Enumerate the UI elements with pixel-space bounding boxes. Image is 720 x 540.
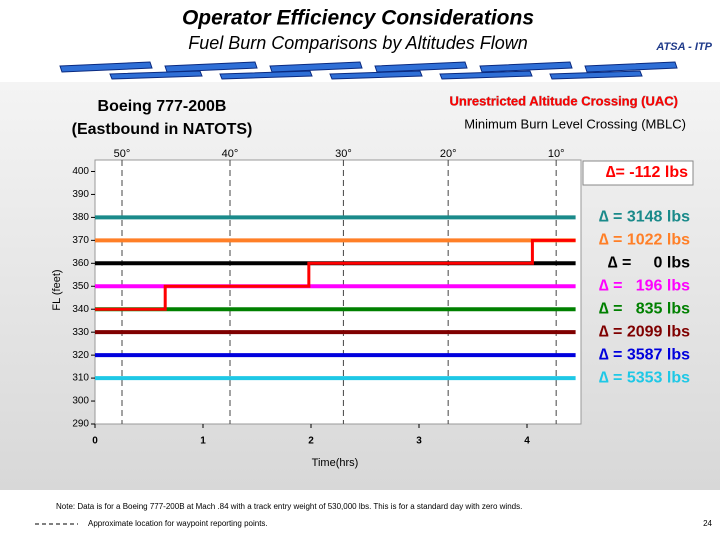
y-tick-label: 380: [72, 212, 89, 223]
delta-label: ∆= -112 lbs: [606, 164, 688, 181]
delta-label: ∆ = 196 lbs: [599, 277, 690, 294]
waypoint-label: 10°: [548, 148, 565, 160]
y-tick-label: 390: [72, 189, 89, 200]
plot-area: [94, 159, 582, 425]
note: Note: Data is for a Boeing 777-200B at M…: [56, 502, 522, 511]
delta-label: ∆ = 0 lbs: [608, 255, 690, 272]
waypoint-label: 30°: [335, 148, 352, 160]
x-tick-label: 0: [92, 436, 98, 447]
y-tick-label: 330: [72, 327, 89, 338]
y-tick-label: 300: [72, 396, 89, 407]
title: Operator Efficiency Considerations: [182, 7, 534, 30]
aircraft-line: Boeing 777-200B: [98, 98, 227, 115]
y-tick-label: 400: [72, 166, 89, 177]
x-tick-label: 4: [524, 436, 530, 447]
delta-box: [582, 160, 694, 186]
waypoint-label: 40°: [222, 148, 239, 160]
x-tick-label: 3: [416, 436, 422, 447]
y-tick-label: 310: [72, 373, 89, 384]
delta-label: ∆ = 835 lbs: [599, 300, 690, 317]
aircraft-line: (Eastbound in NATOTS): [72, 121, 253, 138]
y-tick-label: 370: [72, 235, 89, 246]
decor-arrows: [59, 61, 678, 80]
series-line: [95, 238, 576, 311]
waypoint-label: 50°: [114, 148, 131, 160]
waypoint-label: 20°: [440, 148, 457, 160]
delta-label: ∆ = 3148 lbs: [599, 209, 690, 226]
y-tick-label: 290: [72, 419, 89, 430]
y-axis-label: FL (feet): [51, 269, 63, 310]
delta-label: ∆ = 1022 lbs: [599, 232, 690, 249]
y-tick-label: 360: [72, 258, 89, 269]
org: ATSA - ITP: [655, 41, 712, 53]
y-tick-label: 350: [72, 281, 89, 292]
waypoint-legend: Approximate location for waypoint report…: [88, 519, 268, 528]
delta-label: ∆ = 3587 lbs: [599, 346, 690, 363]
x-tick-label: 2: [308, 436, 314, 447]
mblc-legend: Minimum Burn Level Crossing (MBLC): [464, 116, 686, 131]
delta-label: ∆ = 2099 lbs: [599, 323, 690, 340]
subtitle: Fuel Burn Comparisons by Altitudes Flown: [188, 33, 527, 53]
delta-label: ∆ = 5353 lbs: [599, 369, 690, 386]
legend-entry: Unrestricted Altitude Crossing (UAC): [450, 93, 678, 108]
y-tick-label: 340: [72, 304, 89, 315]
x-tick-label: 1: [200, 436, 206, 447]
page-number: 24: [703, 519, 712, 528]
x-axis-label: Time(hrs): [312, 457, 359, 469]
y-tick-label: 320: [72, 350, 89, 361]
